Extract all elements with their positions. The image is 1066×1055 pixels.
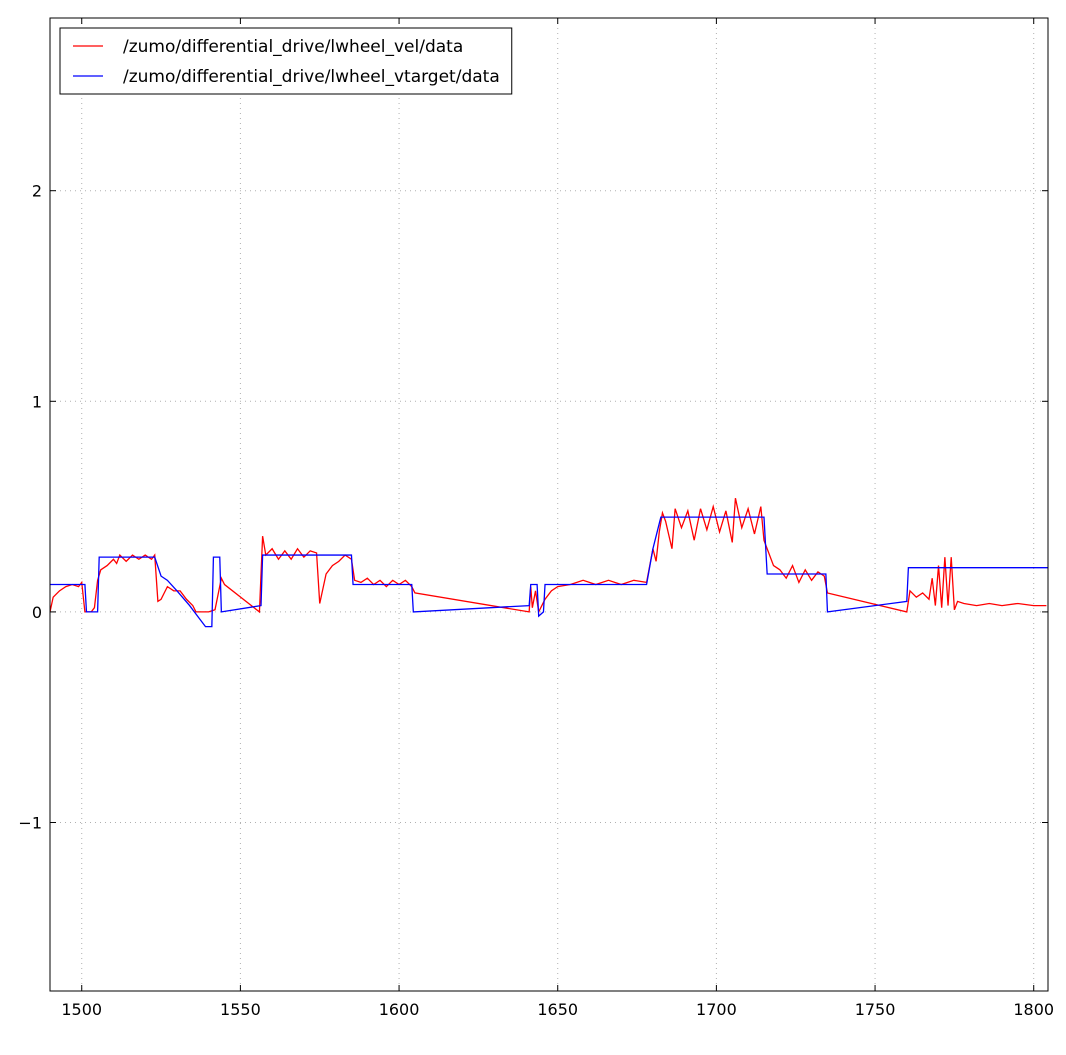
data-line	[50, 498, 1047, 615]
legend-label: /zumo/differential_drive/lwheel_vtarget/…	[123, 67, 500, 87]
ticks: 1500 1550 1600 1650 1700 1750 1800 −1 0 1 2	[18, 18, 1054, 1019]
axes-frame	[49, 17, 1049, 992]
y-tick-label: 0	[32, 603, 42, 622]
x-tick-label: 1550	[220, 1000, 261, 1019]
legend: /zumo/differential_drive/lwheel_vel/data…	[59, 27, 513, 95]
y-tick-label: −1	[18, 814, 42, 833]
x-tick-label: 1650	[537, 1000, 578, 1019]
legend-box	[59, 27, 513, 95]
x-tick-label: 1500	[61, 1000, 102, 1019]
y-tick-label: 1	[32, 392, 42, 411]
data-line	[50, 516, 1048, 628]
plot-lines	[50, 498, 1048, 628]
y-tick-label: 2	[32, 182, 42, 201]
x-tick-label: 1800	[1013, 1000, 1054, 1019]
x-tick-label: 1600	[379, 1000, 420, 1019]
x-tick-label: 1750	[855, 1000, 896, 1019]
legend-label: /zumo/differential_drive/lwheel_vel/data	[123, 37, 463, 57]
grid	[50, 18, 1048, 991]
x-tick-label: 1700	[696, 1000, 737, 1019]
